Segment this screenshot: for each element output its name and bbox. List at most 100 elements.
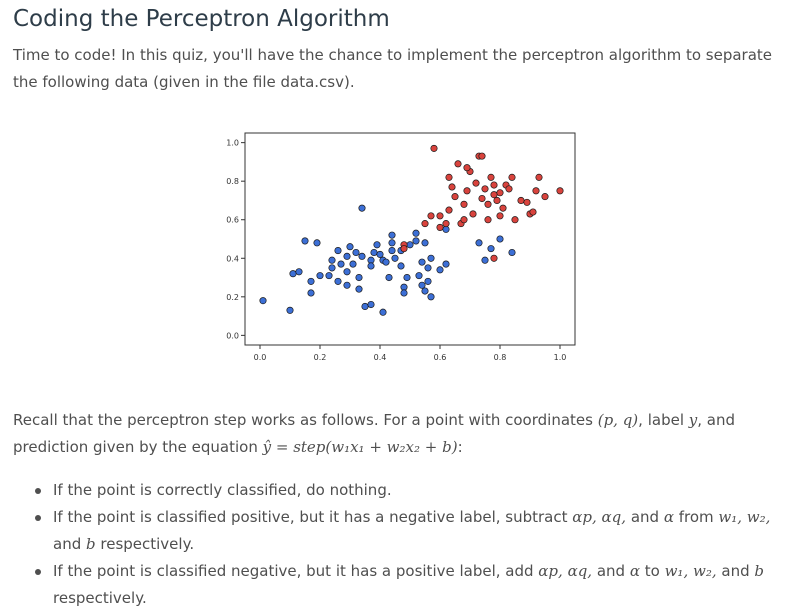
red-data-point xyxy=(454,160,462,168)
page-title: Coding the Perceptron Algorithm xyxy=(13,6,390,32)
x-tick-label: 0.6 xyxy=(434,353,447,362)
blue-data-point xyxy=(421,239,429,247)
red-data-point xyxy=(445,173,453,181)
red-data-point xyxy=(484,200,492,208)
intro-paragraph: Time to code! In this quiz, you'll have … xyxy=(13,46,773,91)
plot-frame xyxy=(244,132,576,346)
blue-data-point xyxy=(337,260,345,268)
red-data-point xyxy=(445,206,453,214)
blue-data-point xyxy=(307,277,315,285)
recall-equation: ŷ = step(w₁x₁ + w₂x₂ + b) xyxy=(262,438,458,456)
red-data-point xyxy=(463,164,471,172)
rule-math: b xyxy=(754,562,764,580)
blue-data-point xyxy=(397,262,405,270)
x-tick-label: 1.0 xyxy=(554,353,567,362)
blue-data-point xyxy=(316,272,324,280)
blue-data-point xyxy=(424,264,432,272)
blue-data-point xyxy=(343,281,351,289)
blue-data-point xyxy=(442,260,450,268)
blue-data-point xyxy=(427,254,435,262)
blue-data-point xyxy=(355,285,363,293)
rule-text: and xyxy=(53,535,86,553)
red-data-point xyxy=(541,193,549,201)
blue-data-point xyxy=(343,252,351,260)
y-tick-label: 0.2 xyxy=(226,293,239,302)
x-tick-label: 0.8 xyxy=(494,353,507,362)
rule-text: respectively. xyxy=(53,589,147,607)
rule-item: If the point is classified positive, but… xyxy=(13,504,783,558)
recall-colon: : xyxy=(457,438,463,456)
red-data-point xyxy=(496,189,504,197)
red-data-point xyxy=(517,196,525,205)
blue-data-point xyxy=(388,239,396,247)
scatter-plot: 0.0 0.2 0.4 0.6 0.8 1.0 0.0 0.2 0.4 0.6 0.8 1.0 xyxy=(205,125,590,375)
blue-data-point xyxy=(334,247,342,255)
red-data-point xyxy=(556,187,564,195)
perceptron-rules-list: If the point is correctly classified, do… xyxy=(13,477,783,612)
red-data-point xyxy=(451,193,459,201)
blue-data-point xyxy=(475,239,483,247)
red-data-point xyxy=(442,220,450,228)
recall-coords: (p, q) xyxy=(597,411,639,429)
rule-text: and xyxy=(626,508,664,526)
red-data-point xyxy=(493,196,501,205)
blue-data-point xyxy=(418,258,426,266)
x-tick-label: 0.4 xyxy=(374,353,387,362)
rule-text: to xyxy=(639,562,665,580)
recall-and: , and xyxy=(697,411,736,429)
rule-text: If the point is correctly classified, do… xyxy=(53,481,392,499)
red-data-point xyxy=(427,212,435,220)
red-data-point xyxy=(460,200,468,208)
red-data-point xyxy=(490,181,498,189)
blue-data-point xyxy=(328,264,336,272)
y-tick-label: 0.4 xyxy=(226,254,239,263)
blue-data-point xyxy=(367,262,375,270)
blue-data-point xyxy=(400,289,408,297)
blue-data-point xyxy=(358,252,366,260)
recall-label-text: , label xyxy=(638,411,689,429)
y-tick-label: 1.0 xyxy=(226,139,239,148)
red-data-point xyxy=(490,254,498,262)
blue-data-point xyxy=(481,256,489,264)
recall-paragraph: Recall that the perceptron step works as… xyxy=(13,407,783,461)
red-data-point xyxy=(430,144,438,152)
red-data-point xyxy=(487,173,495,181)
blue-data-point xyxy=(352,248,360,257)
red-data-point xyxy=(436,223,444,231)
red-data-point xyxy=(532,187,540,195)
rule-math: b xyxy=(86,535,96,553)
blue-data-point xyxy=(295,268,303,276)
y-tick-label: 0.6 xyxy=(226,216,239,225)
blue-data-point xyxy=(286,306,294,314)
blue-data-point xyxy=(436,266,444,274)
blue-data-point xyxy=(301,237,309,245)
blue-data-point xyxy=(487,245,495,253)
blue-data-point xyxy=(361,302,369,311)
recall-text: Recall that the perceptron step works as… xyxy=(13,411,598,429)
blue-data-point xyxy=(346,243,354,251)
x-tick-label: 0.0 xyxy=(254,353,267,362)
rule-math: w₁, w₂, xyxy=(718,508,771,526)
red-data-point xyxy=(529,208,537,216)
red-data-point xyxy=(400,245,408,253)
rule-text: and xyxy=(716,562,755,580)
recall-label-var: y xyxy=(688,411,698,429)
blue-data-point xyxy=(349,260,357,268)
red-data-point xyxy=(460,216,468,224)
rule-text: from xyxy=(673,508,719,526)
blue-data-point xyxy=(388,247,396,255)
red-data-point xyxy=(448,183,456,191)
red-data-point xyxy=(469,210,477,218)
blue-data-point xyxy=(379,308,387,316)
blue-data-point xyxy=(376,250,384,258)
red-data-point xyxy=(478,194,486,203)
x-tick-label: 0.2 xyxy=(314,353,327,362)
rule-item: If the point is correctly classified, do… xyxy=(13,477,783,504)
red-data-point xyxy=(505,185,513,193)
blue-data-point xyxy=(418,281,426,289)
y-tick-label: 0.0 xyxy=(226,331,239,340)
y-tick-label: 0.8 xyxy=(226,177,239,186)
blue-data-point xyxy=(424,277,432,285)
red-data-point xyxy=(484,216,492,224)
